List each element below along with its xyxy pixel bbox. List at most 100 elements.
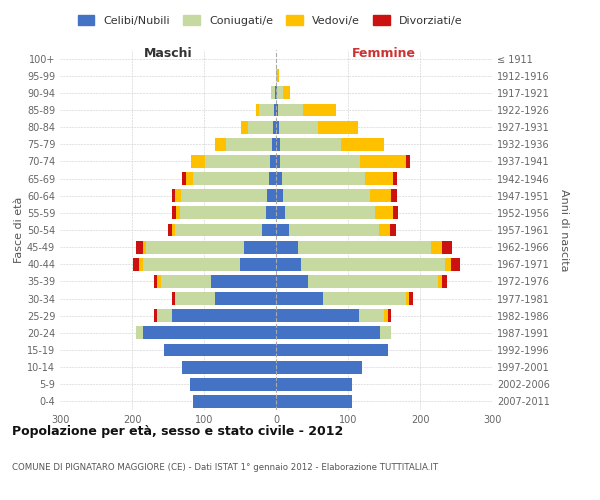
Bar [241,120,248,134]
Bar [205,155,270,168]
Bar [276,206,284,220]
Bar [181,190,268,202]
Bar [301,258,445,270]
Bar [172,224,175,236]
Bar [259,104,274,117]
Text: Femmine: Femmine [352,46,416,60]
Bar [143,326,276,340]
Bar [283,86,290,100]
Bar [276,190,283,202]
Bar [384,310,388,322]
Bar [341,138,384,150]
Bar [269,172,276,185]
Bar [276,104,278,117]
Bar [143,240,146,254]
Bar [215,292,276,305]
Bar [276,310,359,322]
Bar [276,395,352,408]
Bar [359,310,384,322]
Bar [215,138,226,150]
Bar [276,258,301,270]
Bar [406,292,409,305]
Bar [279,120,319,134]
Bar [304,104,336,117]
Bar [319,120,358,134]
Bar [176,206,179,220]
Bar [175,292,215,305]
Bar [445,258,451,270]
Bar [276,120,279,134]
Bar [175,190,181,202]
Bar [271,86,275,100]
Bar [172,310,276,322]
Bar [193,395,276,408]
Bar [289,224,379,236]
Bar [278,104,304,117]
Bar [438,275,442,288]
Bar [191,155,205,168]
Bar [272,138,276,150]
Bar [146,240,244,254]
Bar [276,224,289,236]
Bar [276,326,380,340]
Bar [280,138,341,150]
Bar [276,292,323,305]
Bar [409,292,413,305]
Text: COMUNE DI PIGNATARO MAGGIORE (CE) - Dati ISTAT 1° gennaio 2012 - Elaborazione TU: COMUNE DI PIGNATARO MAGGIORE (CE) - Dati… [12,463,438,472]
Bar [276,360,362,374]
Bar [190,378,276,390]
Bar [370,190,391,202]
Bar [379,224,390,236]
Bar [266,206,276,220]
Bar [172,292,175,305]
Bar [298,240,431,254]
Bar [161,275,211,288]
Bar [365,172,394,185]
Bar [276,344,388,356]
Bar [276,155,280,168]
Bar [280,155,359,168]
Bar [179,206,266,220]
Bar [172,190,175,202]
Bar [273,120,276,134]
Bar [391,190,397,202]
Bar [277,70,279,82]
Bar [276,275,308,288]
Bar [157,310,172,322]
Bar [256,104,259,117]
Legend: Celibi/Nubili, Coniugati/e, Vedovi/e, Divorziati/e: Celibi/Nubili, Coniugati/e, Vedovi/e, Di… [73,10,467,30]
Bar [392,206,398,220]
Bar [172,206,176,220]
Bar [168,224,172,236]
Bar [390,224,395,236]
Bar [164,344,276,356]
Bar [283,190,370,202]
Bar [182,360,276,374]
Bar [274,104,276,117]
Bar [394,172,397,185]
Bar [380,326,391,340]
Bar [451,258,460,270]
Bar [388,310,391,322]
Bar [186,172,193,185]
Bar [431,240,442,254]
Bar [275,86,276,100]
Bar [276,240,298,254]
Bar [157,275,161,288]
Bar [244,240,276,254]
Bar [323,292,406,305]
Bar [277,86,283,100]
Bar [276,378,352,390]
Bar [308,275,438,288]
Bar [276,172,282,185]
Bar [154,310,157,322]
Bar [133,258,139,270]
Bar [442,275,448,288]
Bar [211,275,276,288]
Text: Maschi: Maschi [143,46,193,60]
Bar [406,155,410,168]
Bar [248,120,273,134]
Bar [193,172,269,185]
Bar [136,240,143,254]
Bar [276,70,277,82]
